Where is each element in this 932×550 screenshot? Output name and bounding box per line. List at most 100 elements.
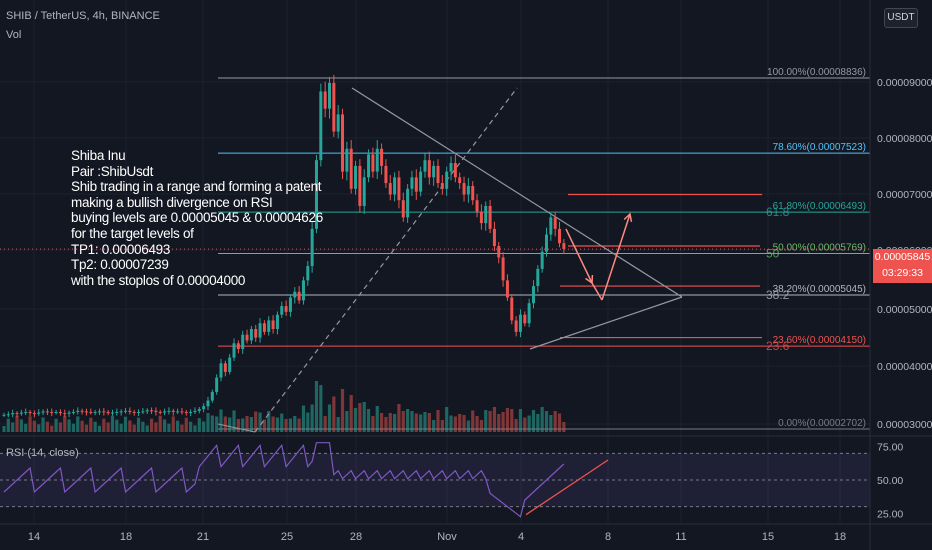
volume-bar — [267, 411, 271, 432]
candle-body — [215, 377, 219, 392]
candle-body — [401, 200, 405, 218]
candle-body — [458, 177, 462, 184]
candle-body — [254, 328, 258, 338]
candle-body — [245, 334, 249, 341]
candle-body — [427, 160, 431, 178]
volume-bar — [410, 411, 414, 432]
candle-body — [19, 412, 23, 414]
candle-body — [288, 297, 292, 312]
volume-bar — [249, 417, 253, 432]
volume-bar — [63, 415, 67, 432]
volume-bar — [245, 416, 249, 432]
volume-bar — [24, 423, 28, 432]
note-line: Tp2: 0.00007239 — [71, 257, 169, 273]
fibonacci-levels[interactable]: 100.00%(0.00008836) 78.60%(0.00007523) 61.… — [0, 67, 870, 430]
volume-bar — [401, 411, 405, 432]
volume-bar — [84, 424, 89, 432]
candle-body — [367, 154, 371, 178]
note-line: Shib trading in a range and forming a pa… — [71, 179, 322, 195]
candle-body — [328, 82, 331, 109]
candle-body — [154, 410, 158, 412]
candle-body — [510, 297, 514, 321]
candle-body — [167, 410, 171, 412]
candle-body — [545, 234, 548, 252]
volume-bar — [176, 420, 180, 432]
time-tick-label: 18 — [120, 531, 132, 543]
volume-bar — [419, 414, 423, 432]
candle-body — [124, 410, 128, 412]
candle-body — [397, 177, 401, 201]
candle-body — [562, 243, 566, 249]
note-line: buying levels are 0.00005045 & 0.0000462… — [71, 210, 323, 226]
note-line: TP1: 0.00006493 — [71, 241, 171, 257]
candle-body — [388, 183, 392, 195]
candle-body — [163, 411, 167, 413]
candle-body — [141, 411, 145, 413]
candle-body — [71, 411, 75, 413]
volume-bar — [332, 396, 336, 432]
trend-drawings[interactable] — [217, 87, 762, 433]
candle-body — [414, 177, 418, 192]
fib-short-label: 50 — [766, 247, 780, 261]
candle-body — [475, 200, 479, 212]
price-tick-label: 0.00004000 — [877, 361, 932, 373]
candle-body — [115, 411, 119, 413]
volume-bar — [284, 419, 288, 432]
candle-body — [471, 185, 475, 201]
candle-body — [267, 320, 271, 332]
volume-bar — [544, 411, 549, 432]
candle-body — [24, 411, 28, 413]
volume-bar — [123, 416, 128, 432]
volume-bar — [362, 402, 366, 432]
projection-arrow — [565, 228, 593, 284]
volume-bar — [202, 421, 206, 432]
volume-bar — [102, 418, 106, 432]
volume-bar — [167, 423, 171, 432]
volume-bar — [71, 423, 76, 432]
volume-bar — [189, 421, 193, 432]
rsi-divergence-line — [525, 459, 609, 516]
fib-level-label: 38.20%(0.00005045) — [773, 284, 866, 295]
candle-body — [76, 410, 80, 412]
candle-body — [15, 413, 19, 415]
rsi-pane[interactable]: 75.00 50.00 25.00 — [0, 442, 903, 521]
candle-body — [119, 411, 123, 413]
note-line: with the stoplos of 0.00004000 — [71, 272, 246, 288]
candle-body — [293, 291, 297, 298]
price-tick-label: 0.00009000 — [877, 77, 932, 89]
rsi-tick-label: 75.00 — [877, 442, 903, 454]
candle-body — [258, 323, 262, 338]
candle-body — [501, 257, 505, 281]
candle-body — [453, 163, 457, 178]
volume-bar — [327, 404, 332, 432]
volume-bar — [154, 422, 158, 432]
candle-body — [531, 286, 535, 304]
candle-body — [128, 410, 132, 412]
volume-bar — [353, 408, 358, 432]
volume-bar — [527, 415, 531, 432]
volume-bar — [171, 416, 175, 432]
candle-body — [41, 411, 45, 413]
volume-bar — [228, 417, 232, 432]
currency-button[interactable]: USDT — [884, 8, 918, 28]
volume-bar — [76, 416, 80, 432]
volume-bar — [436, 410, 440, 432]
candle-body — [345, 148, 349, 172]
volume-bar — [41, 417, 45, 432]
candlesticks — [2, 74, 566, 418]
candle-body — [432, 165, 436, 178]
volume-bar — [358, 403, 362, 432]
fib-level-label: 0.00%(0.00002702) — [778, 418, 866, 429]
candle-body — [206, 400, 210, 407]
volume-bar — [471, 410, 475, 432]
volume-bar — [406, 409, 410, 432]
candle-body — [284, 306, 288, 312]
volume-bar — [271, 416, 275, 432]
volume-bar — [306, 412, 310, 432]
note-line: for the target levels of — [71, 225, 194, 241]
time-tick-label: 8 — [605, 531, 611, 543]
fib-level-label: 23.60%(0.00004150) — [773, 335, 866, 346]
note-line: Shiba Inu — [71, 148, 126, 163]
